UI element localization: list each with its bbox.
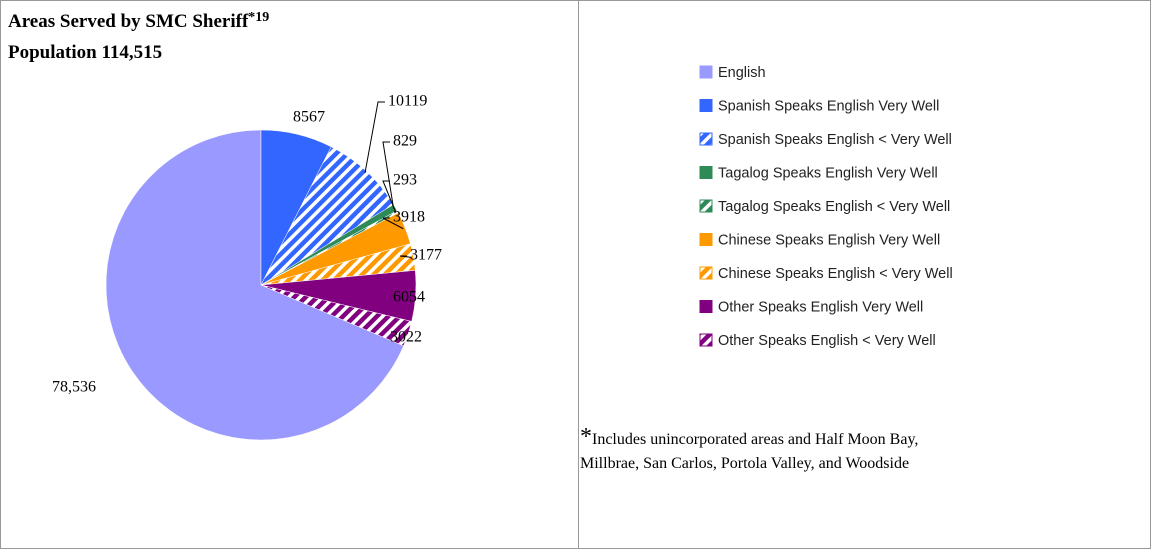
legend-label: Spanish Speaks English < Very Well bbox=[718, 132, 952, 148]
legend-label: Tagalog Speaks English < Very Well bbox=[718, 199, 950, 215]
data-label: 10119 bbox=[388, 93, 427, 110]
legend-swatch bbox=[699, 300, 713, 313]
data-label: 6054 bbox=[393, 289, 425, 306]
legend-swatch bbox=[699, 166, 713, 179]
legend-label: Tagalog Speaks English Very Well bbox=[718, 165, 938, 181]
legend-swatch bbox=[699, 233, 713, 246]
leader-line bbox=[399, 255, 412, 258]
data-label: 3918 bbox=[393, 209, 425, 226]
leader-line bbox=[364, 101, 385, 173]
legend-label: Other Speaks English Very Well bbox=[718, 299, 923, 315]
leader-line bbox=[382, 141, 395, 209]
legend-label: Spanish Speaks English Very Well bbox=[718, 98, 939, 114]
pie-slice bbox=[105, 129, 404, 441]
legend-swatch bbox=[699, 333, 713, 347]
data-label: 829 bbox=[393, 133, 417, 150]
footnote: *Includes unincorporated areas and Half … bbox=[580, 425, 940, 476]
data-label: 293 bbox=[393, 172, 417, 189]
data-label: 3022 bbox=[390, 329, 422, 346]
legend-label: Chinese Speaks English < Very Well bbox=[718, 266, 953, 282]
leader-line bbox=[382, 180, 397, 213]
note-marker: * bbox=[580, 424, 592, 450]
note-text: Includes unincorporated areas and Half M… bbox=[580, 431, 919, 472]
title-text: Areas Served by SMC Sheriff bbox=[8, 11, 249, 32]
legend-swatch bbox=[699, 65, 713, 79]
legend-label: Other Speaks English < Very Well bbox=[718, 333, 936, 349]
legend-swatch bbox=[699, 266, 713, 280]
legend-label: English bbox=[718, 65, 766, 81]
leader-line bbox=[382, 217, 404, 230]
data-label: 3177 bbox=[410, 247, 442, 264]
legend-swatch bbox=[699, 99, 713, 112]
chart-title: Areas Served by SMC Sheriff*19 bbox=[8, 10, 269, 33]
legend-swatch bbox=[699, 132, 713, 146]
data-label: 78,536 bbox=[52, 379, 96, 396]
chart-subtitle: Population 114,515 bbox=[8, 42, 163, 63]
title-superscript: *19 bbox=[248, 10, 270, 25]
legend-label: Chinese Speaks English Very Well bbox=[718, 232, 940, 248]
data-label: 8567 bbox=[293, 109, 325, 126]
legend-swatch bbox=[699, 199, 713, 213]
pie-slice bbox=[260, 284, 412, 347]
